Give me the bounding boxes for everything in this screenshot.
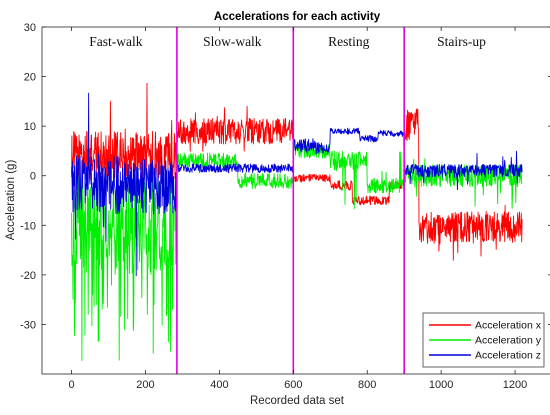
x-axis-title: Recorded data set	[250, 395, 345, 407]
activity-boundaries	[176, 27, 405, 374]
series-line-1	[71, 82, 523, 261]
y-tick-label: 20	[24, 72, 36, 84]
y-tick-label: -20	[20, 270, 36, 282]
legend: Acceleration x Acceleration y Acceleration…	[422, 312, 545, 368]
legend-label-1: Acceleration x	[475, 320, 542, 332]
y-axis-title: Acceleration (g)	[5, 160, 17, 241]
x-tick-label: 200	[136, 379, 154, 391]
y-tick-label: -10	[20, 220, 36, 232]
series-line-3	[71, 92, 523, 277]
activity-label-3: Resting	[328, 34, 370, 49]
legend-label-2: Acceleration y	[475, 335, 542, 347]
y-tick-label: 30	[24, 22, 36, 34]
x-axis-ticks: 0 200 400 600 800 1000 1200	[69, 27, 527, 391]
activity-label-2: Slow-walk	[203, 34, 262, 49]
activity-label-1: Fast-walk	[89, 34, 142, 49]
y-tick-label: -30	[20, 319, 36, 331]
y-axis-ticks: 30 20 10 0 -10 -20 -30	[20, 22, 550, 331]
legend-label-3: Acceleration z	[475, 350, 541, 362]
x-tick-label: 1000	[429, 379, 453, 391]
x-tick-label: 600	[284, 379, 302, 391]
plot-frame	[41, 26, 550, 375]
activity-label-4: Stairs-up	[437, 34, 486, 49]
legend-items: Acceleration x Acceleration y Acceleration…	[429, 320, 542, 362]
x-tick-label: 0	[69, 379, 75, 391]
y-tick-label: 10	[24, 121, 36, 133]
x-tick-label: 800	[358, 379, 376, 391]
activity-labels: Fast-walk Slow-walk Resting Stairs-up	[89, 34, 486, 49]
chart-title: Accelerations for each activity	[214, 11, 381, 23]
y-tick-label: 0	[30, 171, 36, 183]
x-tick-label: 400	[210, 379, 228, 391]
series-layer	[71, 82, 523, 361]
x-tick-label: 1200	[503, 379, 527, 391]
